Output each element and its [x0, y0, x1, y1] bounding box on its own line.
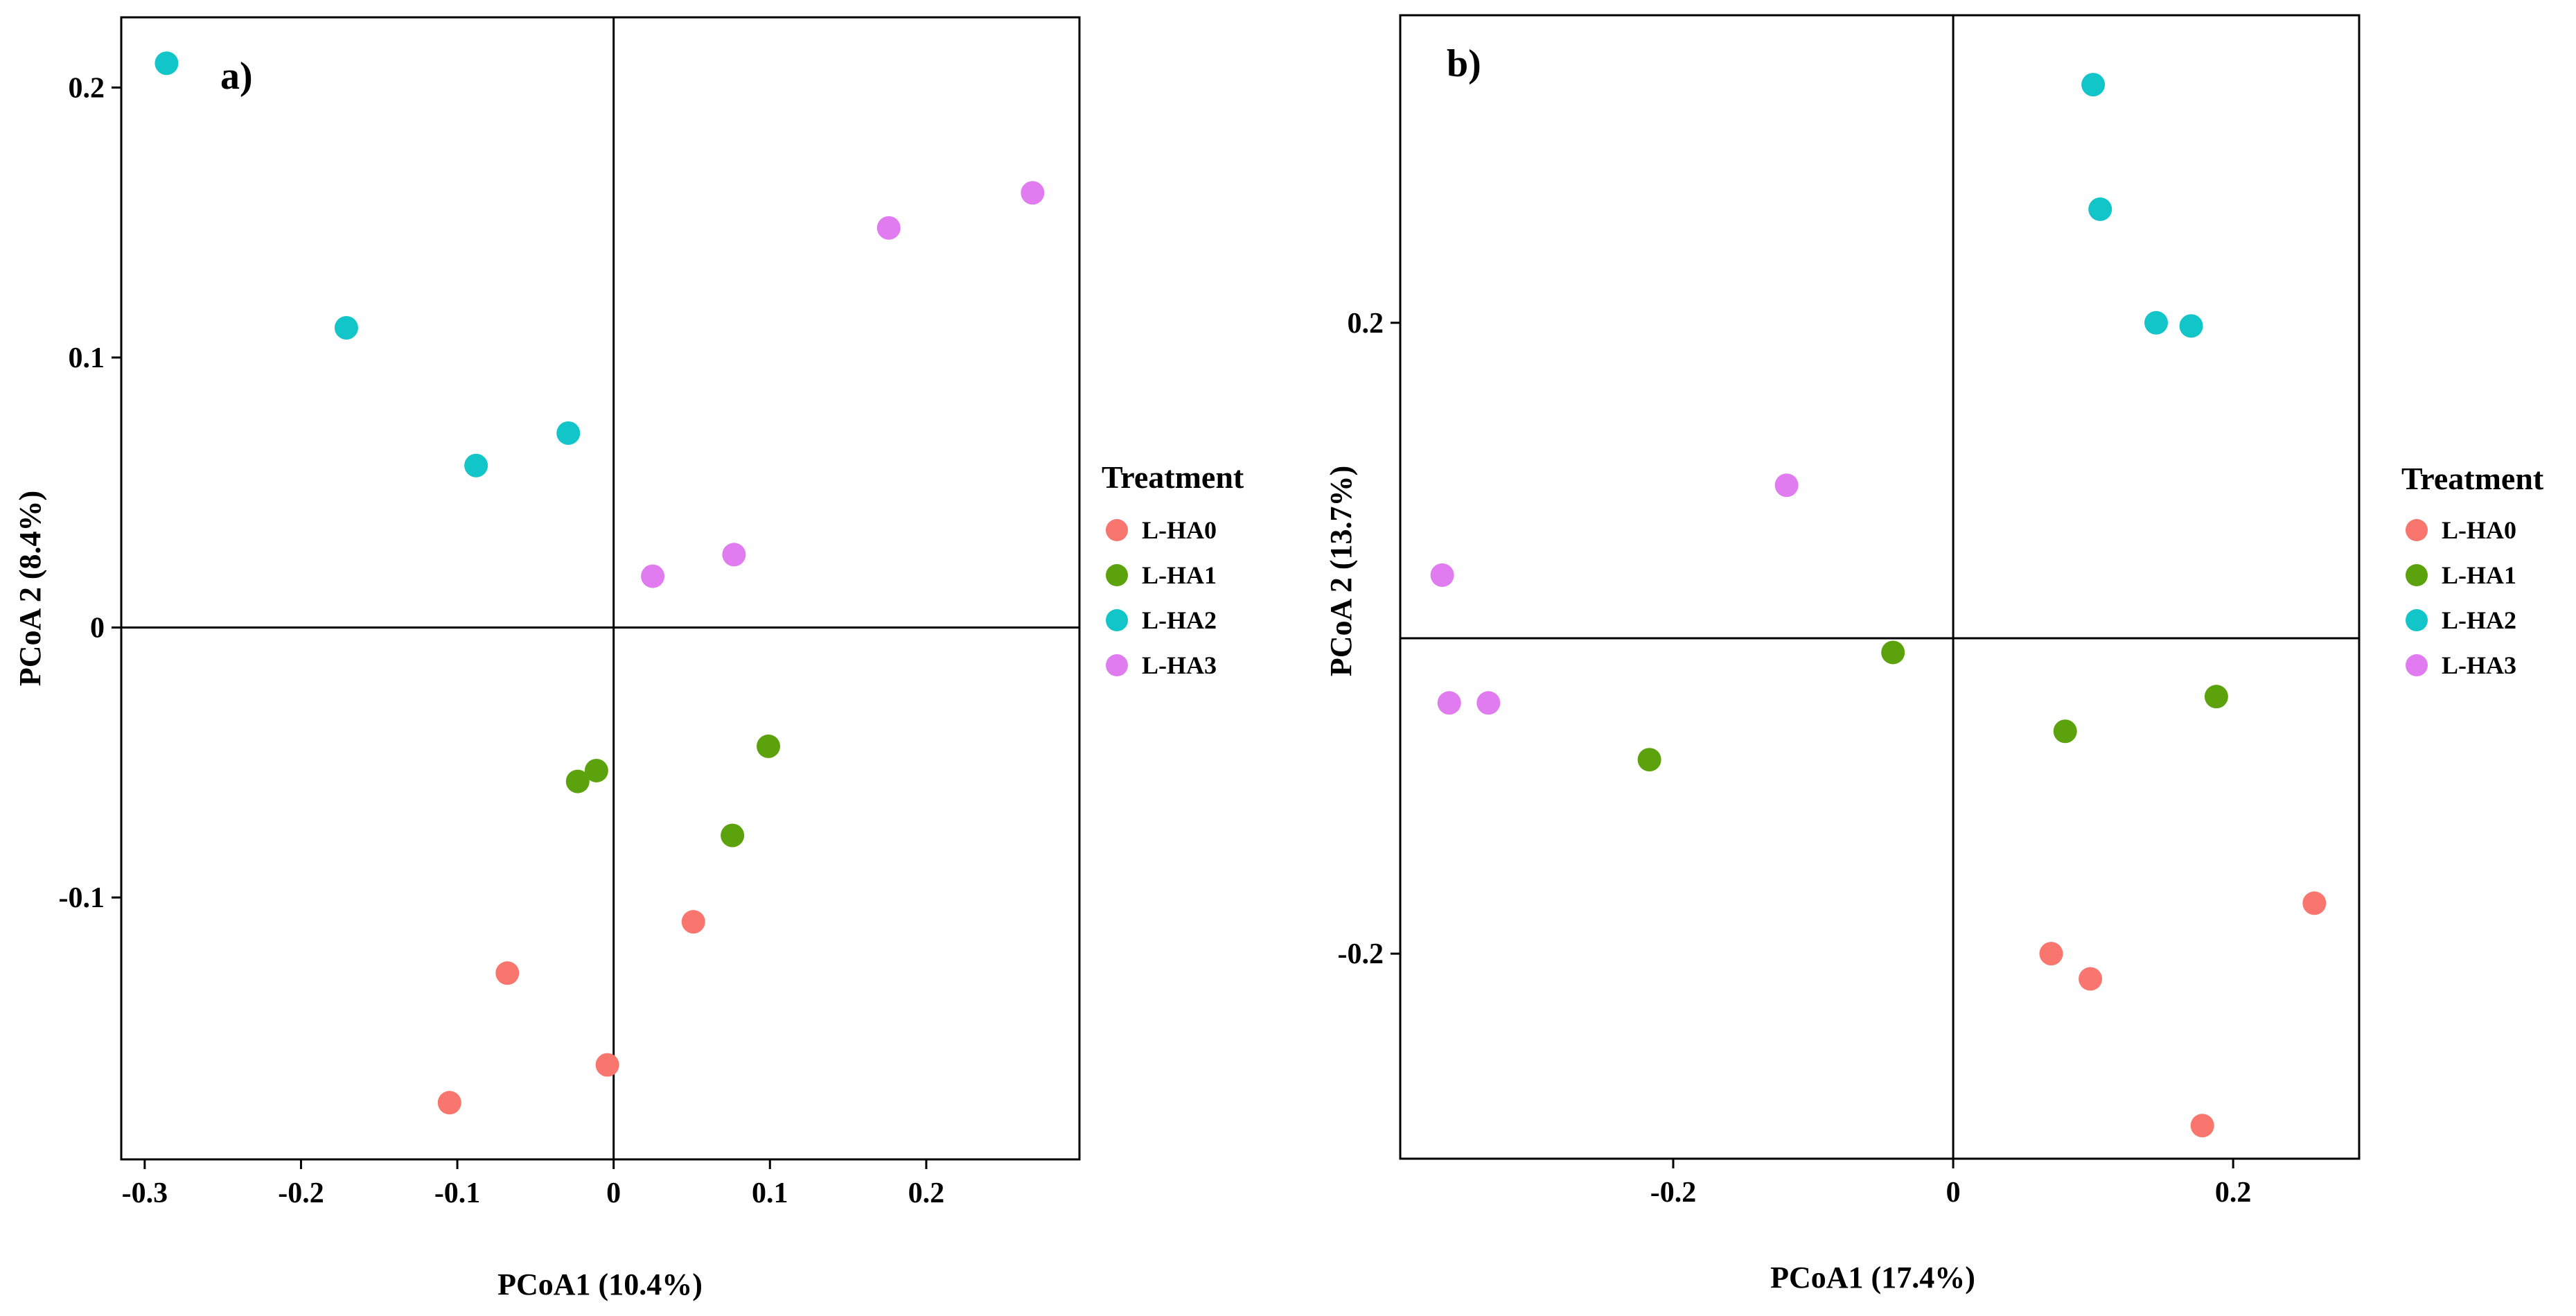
x-tick-label: 0: [606, 1177, 621, 1209]
panel-b-reference-lines: [1400, 15, 2359, 1159]
point-l-ha2: [155, 51, 179, 76]
panel-a: a) PCoA1 (10.4%) PCoA 2 (8.4%) -0.3 -0.2-…: [13, 16, 1081, 1301]
legend-label-l-ha3: L-HA3: [2442, 651, 2516, 679]
point-l-ha2: [556, 421, 581, 445]
point-l-ha1: [584, 758, 608, 782]
point-l-ha2: [464, 453, 488, 477]
point-l-ha1: [565, 769, 590, 793]
point-l-ha0: [2190, 1114, 2214, 1138]
legend-key-l-ha1: [1106, 564, 1128, 586]
point-l-ha0: [2302, 891, 2327, 915]
point-l-ha3: [1437, 691, 1461, 715]
panel-b-label: b): [1447, 42, 1481, 85]
legend-label-l-ha2: L-HA2: [2442, 606, 2516, 634]
legend-label-l-ha1: L-HA1: [2442, 561, 2516, 589]
legend-key-l-ha2: [2406, 609, 2428, 631]
panel-a-points: [155, 51, 1045, 1115]
panel-a-y-axis-title: PCoA 2 (8.4%): [13, 491, 47, 686]
legend-label-l-ha2: L-HA2: [1142, 606, 1217, 634]
panel-b: b) PCoA1 (17.4%) PCoA 2 (13.7%) -0.2 0 0.2…: [1324, 14, 2361, 1295]
x-tick-label: 0.2: [2215, 1177, 2252, 1209]
x-tick-label: 0.2: [908, 1177, 945, 1209]
point-l-ha2: [2088, 197, 2112, 221]
point-l-ha2: [2144, 310, 2169, 335]
x-tick-label: -0.2: [1650, 1177, 1697, 1209]
legend-label-l-ha0: L-HA0: [2442, 516, 2516, 544]
point-l-ha1: [1881, 640, 1905, 665]
panel-a-y-axis: -0.1 0 0.1 0.2: [59, 72, 121, 914]
panel-b-x-axis: -0.2 0 0.2: [1650, 1159, 2252, 1209]
legend-a-items: L-HA0 L-HA1 L-HA2 L-HA3: [1106, 516, 1217, 679]
legend-key-l-ha3: [2406, 654, 2428, 676]
x-tick-label: 0: [1946, 1177, 1961, 1209]
panel-a-reference-lines: [121, 17, 1079, 1159]
panel-b-points: [1430, 73, 2327, 1138]
y-tick-label: 0.2: [1348, 308, 1384, 340]
point-l-ha0: [681, 910, 705, 934]
point-l-ha3: [1476, 691, 1501, 715]
point-l-ha0: [2039, 942, 2063, 966]
point-l-ha3: [722, 543, 746, 567]
point-l-ha1: [2053, 719, 2077, 744]
point-l-ha3: [1774, 473, 1799, 498]
y-tick-label: 0: [90, 612, 105, 644]
point-l-ha3: [1430, 563, 1454, 587]
point-l-ha3: [1021, 181, 1045, 205]
legend-b-items: L-HA0 L-HA1 L-HA2 L-HA3: [2406, 516, 2516, 679]
panel-a-x-axis-title: PCoA1 (10.4%): [497, 1267, 703, 1301]
y-tick-label: -0.2: [1338, 938, 1384, 970]
point-l-ha1: [721, 823, 745, 848]
point-l-ha2: [2081, 73, 2106, 97]
point-l-ha3: [641, 564, 665, 588]
point-l-ha2: [2179, 314, 2203, 338]
panel-a-label: a): [220, 55, 253, 98]
y-tick-label: -0.1: [59, 882, 105, 914]
x-tick-label: -0.3: [122, 1177, 168, 1209]
y-tick-label: 0.2: [69, 72, 105, 104]
x-tick-label: -0.1: [434, 1177, 481, 1209]
point-l-ha0: [2079, 967, 2103, 991]
point-l-ha1: [757, 734, 781, 758]
point-l-ha3: [876, 216, 901, 240]
legend-key-l-ha0: [2406, 519, 2428, 541]
point-l-ha0: [595, 1053, 619, 1077]
point-l-ha0: [495, 961, 520, 985]
panel-b-plot-frame: [1399, 14, 2361, 1160]
panel-b-y-axis: -0.2 0.2: [1338, 308, 1400, 970]
legend-key-l-ha2: [1106, 609, 1128, 631]
legend-a-title: Treatment: [1102, 459, 1244, 495]
legend-b-title: Treatment: [2401, 461, 2544, 496]
legend-label-l-ha3: L-HA3: [1142, 651, 1217, 679]
panel-a-plot-frame: [120, 16, 1081, 1161]
legend-a: Treatment L-HA0 L-HA1 L-HA2 L-HA3: [1102, 459, 1244, 679]
panel-a-x-axis: -0.3 -0.2 -0.1 0 0.1 0.2: [122, 1159, 945, 1209]
panel-b-y-axis-title: PCoA 2 (13.7%): [1324, 466, 1358, 676]
point-l-ha2: [334, 316, 358, 340]
point-l-ha0: [437, 1091, 461, 1115]
point-l-ha1: [1637, 748, 1661, 772]
legend-label-l-ha0: L-HA0: [1142, 516, 1217, 544]
x-tick-label: 0.1: [752, 1177, 788, 1209]
legend-key-l-ha3: [1106, 654, 1128, 676]
x-tick-label: -0.2: [278, 1177, 324, 1209]
legend-b: Treatment L-HA0 L-HA1 L-HA2 L-HA3: [2401, 461, 2544, 679]
legend-key-l-ha1: [2406, 564, 2428, 586]
point-l-ha1: [2204, 685, 2228, 709]
panel-b-x-axis-title: PCoA1 (17.4%): [1770, 1261, 1975, 1295]
legend-key-l-ha0: [1106, 519, 1128, 541]
legend-label-l-ha1: L-HA1: [1142, 561, 1217, 589]
y-tick-label: 0.1: [69, 342, 105, 374]
